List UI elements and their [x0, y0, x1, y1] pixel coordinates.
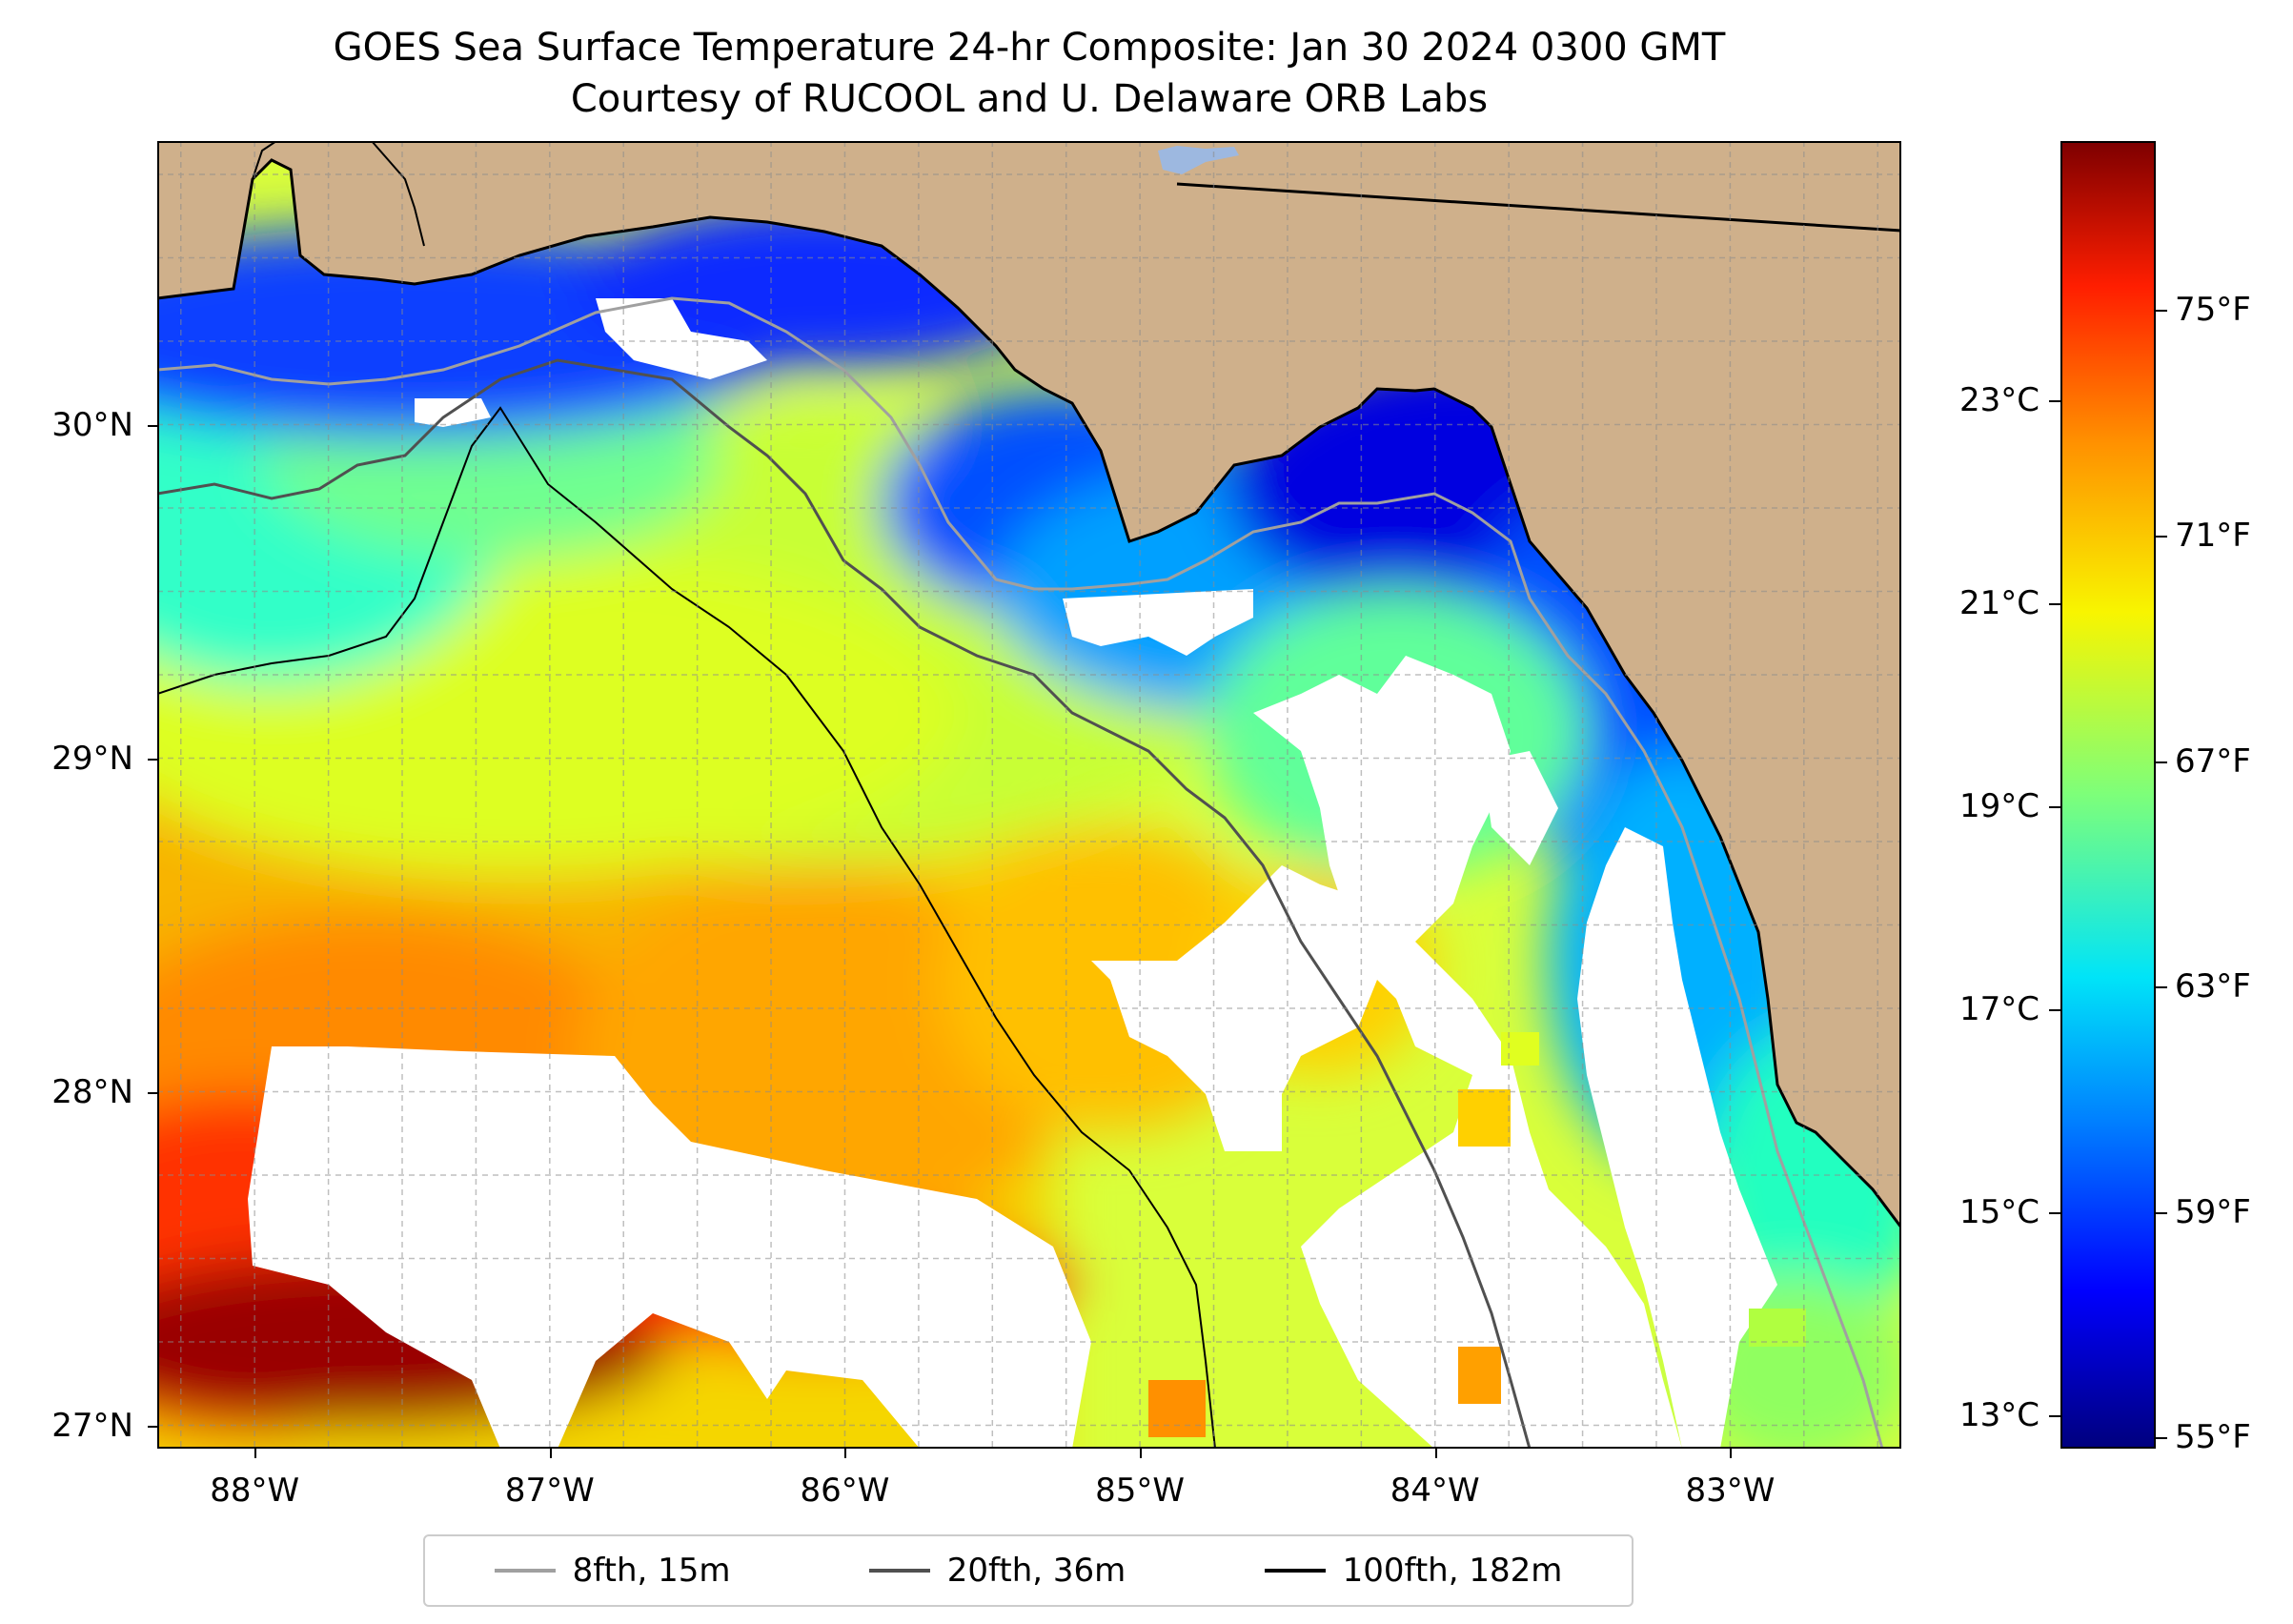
cloud-mask [248, 298, 1777, 1449]
legend-item-36m: 20fth, 36m [868, 1552, 1126, 1590]
grid-lines [157, 141, 1901, 1449]
sst-map [157, 141, 1901, 1449]
sst-patches [1148, 1032, 1806, 1437]
lat-tick-label: 28°N [51, 1072, 133, 1111]
legend-swatch [1264, 1569, 1326, 1573]
sst-map-canvas [157, 141, 1901, 1449]
map-title: GOES Sea Surface Temperature 24-hr Compo… [333, 26, 1726, 70]
legend-label: 8fth, 15m [572, 1552, 731, 1590]
colorbar-tick-f [2156, 1437, 2167, 1440]
map-subtitle: Courtesy of RUCOOL and U. Delaware ORB L… [570, 77, 1489, 121]
contour-36m [157, 358, 1532, 1449]
colorbar [2060, 141, 2156, 1449]
lon-tick [1140, 1449, 1143, 1458]
colorbar-label-f: 55°F [2175, 1418, 2251, 1457]
contour-182m [157, 406, 1216, 1449]
lon-tick [549, 1449, 552, 1458]
legend-item-15m: 8fth, 15m [494, 1552, 731, 1590]
coastline [157, 158, 1901, 1228]
colorbar-tick-f [2156, 986, 2167, 989]
colorbar-tick-f [2156, 761, 2167, 763]
lat-tick [148, 424, 157, 427]
legend-item-182m: 100fth, 182m [1264, 1552, 1563, 1590]
lon-tick-label: 84°W [1390, 1472, 1480, 1510]
lon-tick-label: 88°W [210, 1472, 300, 1510]
colorbar-label-f: 67°F [2175, 741, 2251, 781]
colorbar-tick-c [2049, 602, 2060, 605]
legend-label: 100fth, 182m [1342, 1552, 1563, 1590]
lat-tick [148, 1425, 157, 1428]
sst-field [157, 160, 1901, 1449]
lon-tick-label: 85°W [1095, 1472, 1186, 1510]
colorbar-tick-c [2049, 400, 2060, 403]
lon-tick-label: 86°W [800, 1472, 890, 1510]
colorbar-tick-c [2049, 1211, 2060, 1214]
colorbar-label-c: 15°C [1958, 1192, 2039, 1231]
lon-tick-label: 87°W [504, 1472, 595, 1510]
state-boundary [1176, 182, 1901, 233]
colorbar-label-c: 21°C [1958, 583, 2039, 622]
colorbar-tick-f [2156, 1211, 2167, 1214]
colorbar-label-f: 63°F [2175, 967, 2251, 1006]
legend-label: 20fth, 36m [946, 1552, 1126, 1590]
lon-tick [1434, 1449, 1437, 1458]
contour-15m [157, 296, 1884, 1449]
colorbar-label-f: 59°F [2175, 1192, 2251, 1231]
colorbar-label-c: 19°C [1958, 786, 2039, 825]
lat-tick [148, 1091, 157, 1094]
colorbar-tick-c [2049, 1008, 2060, 1011]
legend-swatch [868, 1569, 930, 1573]
lake [1158, 146, 1239, 174]
colorbar-tick-f [2156, 310, 2167, 313]
colorbar-tick-f [2156, 535, 2167, 538]
colorbar-label-c: 17°C [1958, 989, 2039, 1028]
legend: 8fth, 15m 20fth, 36m 100fth, 182m [423, 1534, 1634, 1607]
lon-tick [254, 1449, 257, 1458]
lat-tick-label: 27°N [51, 1406, 133, 1445]
colorbar-tick-c [2049, 1414, 2060, 1417]
lat-tick-label: 30°N [51, 405, 133, 444]
lon-tick [1730, 1449, 1733, 1458]
colorbar-label-f: 71°F [2175, 516, 2251, 555]
legend-swatch [494, 1569, 556, 1573]
colorbar-label-c: 23°C [1958, 381, 2039, 420]
colorbar-label-c: 13°C [1958, 1395, 2039, 1434]
lat-tick [148, 758, 157, 761]
lat-tick-label: 29°N [51, 739, 133, 778]
colorbar-label-f: 75°F [2175, 291, 2251, 330]
lon-tick [844, 1449, 847, 1458]
colorbar-tick-c [2049, 805, 2060, 808]
lon-tick-label: 83°W [1685, 1472, 1776, 1510]
